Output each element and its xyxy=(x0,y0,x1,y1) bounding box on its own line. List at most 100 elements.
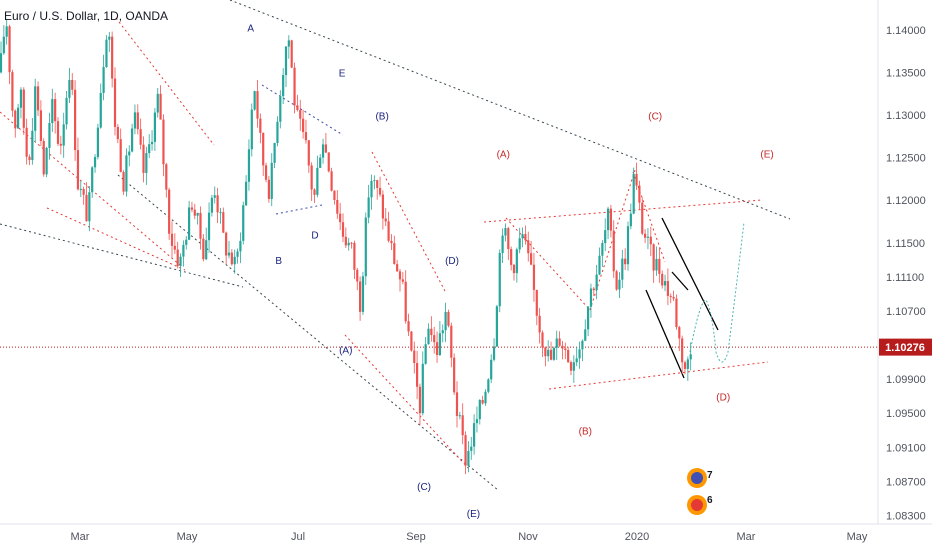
wave-label-red: (E) xyxy=(760,150,773,161)
candle-body xyxy=(79,188,82,190)
wave-label-blue: (A) xyxy=(339,346,352,357)
candle-body xyxy=(615,271,618,290)
candle-body xyxy=(150,141,154,145)
candle-body xyxy=(433,335,436,343)
candle-body xyxy=(22,89,25,128)
price-tick-label: 1.13500 xyxy=(886,67,926,79)
candle-body xyxy=(498,252,501,307)
candle-body xyxy=(159,93,162,120)
candle-body xyxy=(555,338,558,348)
candle-body xyxy=(99,92,102,128)
candle-body xyxy=(512,264,516,274)
candle-body xyxy=(430,328,433,336)
event-badges[interactable]: 7 6 xyxy=(687,468,713,515)
candle-body xyxy=(162,119,165,165)
candle-body xyxy=(450,325,453,358)
candle-body xyxy=(330,171,333,191)
candle-body xyxy=(373,180,376,182)
candle-body xyxy=(515,249,518,274)
candle-body xyxy=(384,218,387,222)
news-badge-2[interactable]: 6 xyxy=(687,495,713,515)
projection-path xyxy=(689,221,745,363)
candle-body xyxy=(359,281,362,312)
price-axis[interactable]: 1.14000 1.13500 1.13000 1.12500 1.12000 1.115… xyxy=(886,25,926,523)
candle-body xyxy=(222,212,225,233)
candle-body xyxy=(447,311,450,326)
candle-body xyxy=(350,242,353,244)
candle-body xyxy=(128,151,131,156)
candle-body xyxy=(182,244,185,257)
candle-body xyxy=(336,199,339,214)
candle-body xyxy=(356,269,359,282)
price-tick-label: 1.10700 xyxy=(886,306,926,318)
candle-body xyxy=(669,295,672,297)
candle-body xyxy=(376,180,379,188)
lower-left-line xyxy=(0,223,244,288)
candle-body xyxy=(11,72,14,111)
candle-body xyxy=(552,347,555,360)
triangle-upper-line xyxy=(483,199,763,223)
projection-layer xyxy=(689,221,745,363)
candle-body xyxy=(256,91,259,119)
candle-body xyxy=(227,252,231,256)
wave-label-blue: (B) xyxy=(375,111,388,122)
candle-body xyxy=(316,167,319,195)
candle-body xyxy=(547,349,550,357)
candle-body xyxy=(136,112,139,130)
candle-body xyxy=(626,226,630,265)
candle-body xyxy=(264,165,268,180)
time-tick-label: Jul xyxy=(291,531,305,543)
candle-body xyxy=(102,66,105,93)
candle-body xyxy=(119,139,122,172)
candle-body xyxy=(324,144,327,153)
price-tick-label: 1.09100 xyxy=(886,442,926,454)
candle-body xyxy=(259,118,262,133)
price-tick-label: 1.08300 xyxy=(886,510,926,522)
candle-body xyxy=(367,197,370,218)
triangle-b-upper xyxy=(261,84,344,136)
candle-body xyxy=(666,281,669,296)
wedge-b-upper xyxy=(371,151,447,294)
candle-body xyxy=(179,256,182,267)
candle-body xyxy=(510,249,513,265)
candle-body xyxy=(156,93,159,113)
candle-body xyxy=(8,26,11,73)
candle-body xyxy=(629,213,632,227)
candle-body xyxy=(287,40,290,47)
candle-body xyxy=(663,281,667,286)
candle-body xyxy=(681,338,684,363)
candle-body xyxy=(42,141,45,175)
candle-body xyxy=(113,78,117,127)
news-badge[interactable]: 7 xyxy=(687,468,713,488)
candle-body xyxy=(484,391,487,404)
price-tick-label: 1.08700 xyxy=(886,476,926,488)
candle-body xyxy=(145,153,148,173)
candle-body xyxy=(549,349,553,360)
candle-body xyxy=(59,143,62,146)
candle-body xyxy=(327,152,330,172)
candle-body xyxy=(353,242,356,270)
candle-body xyxy=(518,238,521,250)
candle-body xyxy=(71,80,74,90)
candle-body xyxy=(504,228,507,236)
candle-body xyxy=(601,243,604,256)
candle-body xyxy=(538,315,541,333)
candle-body xyxy=(401,279,404,282)
candle-body xyxy=(683,362,687,369)
wave-label-red: (B) xyxy=(579,427,592,438)
candle-body xyxy=(564,348,567,351)
candle-body xyxy=(507,228,510,250)
candle-body xyxy=(569,362,573,371)
candle-body xyxy=(173,245,176,250)
candle-body xyxy=(17,107,20,129)
time-axis[interactable]: Mar May Jul Sep Nov 2020 Mar May xyxy=(71,531,868,543)
candle-body xyxy=(495,306,498,347)
candle-body xyxy=(530,253,533,265)
candle-body xyxy=(31,130,34,161)
candle-body xyxy=(621,258,624,280)
candle-body xyxy=(193,209,196,216)
candle-body xyxy=(652,244,655,271)
chart-title: Euro / U.S. Dollar, 1D, OANDA xyxy=(4,9,168,23)
